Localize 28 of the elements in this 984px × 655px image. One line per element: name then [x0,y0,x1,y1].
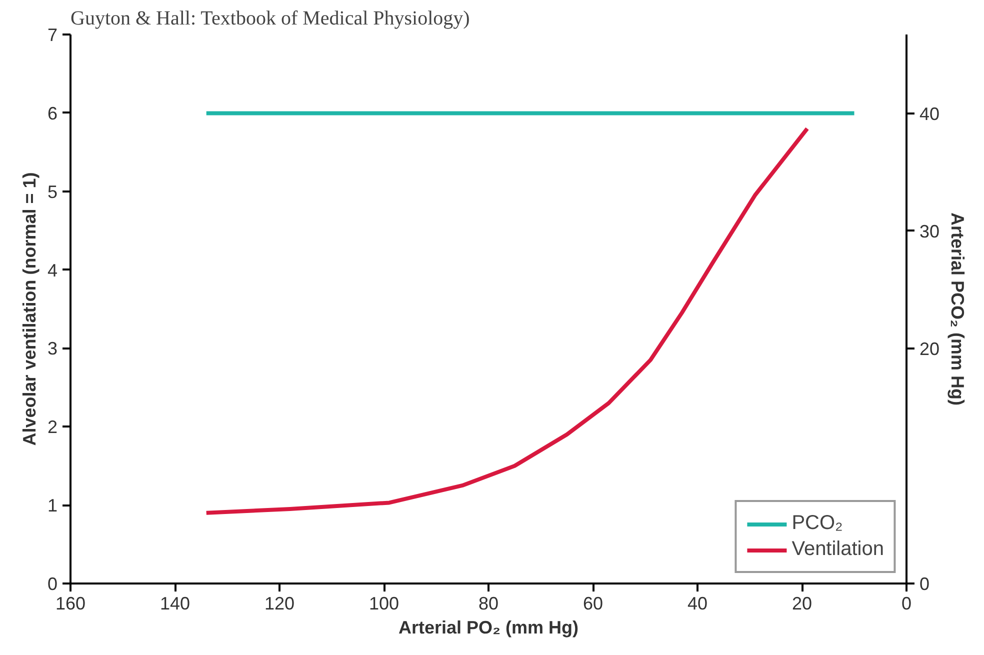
x-tick-label: 80 [478,594,499,614]
line-series [204,126,810,515]
x-tick-label: 20 [792,594,812,614]
y2-tick-label: 30 [920,221,940,242]
y-tick-label: 5 [47,182,58,202]
x-tick-label: 140 [160,594,190,614]
x-tick-label: 100 [368,594,400,614]
legend-label: Ventilation [792,538,884,561]
text: Guyton & Hall: Textbook of Medical Physiology) [70,8,470,30]
x-tick-label: 0 [901,594,912,614]
x-axis-title: Arterial PO₂ (mm Hg) [398,618,579,638]
y-tick-label: 4 [47,260,58,280]
y2-tick-label: 20 [920,338,940,359]
y-axis-title: Alveolar ventilation (normal = 1) [19,172,40,446]
y-tick-label: 2 [47,417,58,438]
y2-tick-label: 40 [920,104,940,124]
x-tick-label: 120 [264,594,295,614]
legend-label: PCO₂ [792,512,843,535]
y-tick-label: 3 [47,338,58,359]
x-tick-label: 60 [582,594,604,614]
y-tick-label: 6 [47,103,58,124]
x-tick-label: 160 [55,594,86,614]
x-tick-label: 40 [687,594,708,614]
y-tick-label: 7 [47,25,58,45]
y2-tick-label: 0 [920,574,930,594]
y2-axis-title: Arterial PCO₂ (mm Hg) [948,212,968,406]
y-tick-label: 0 [47,574,58,594]
y-tick-label: 1 [47,496,58,516]
